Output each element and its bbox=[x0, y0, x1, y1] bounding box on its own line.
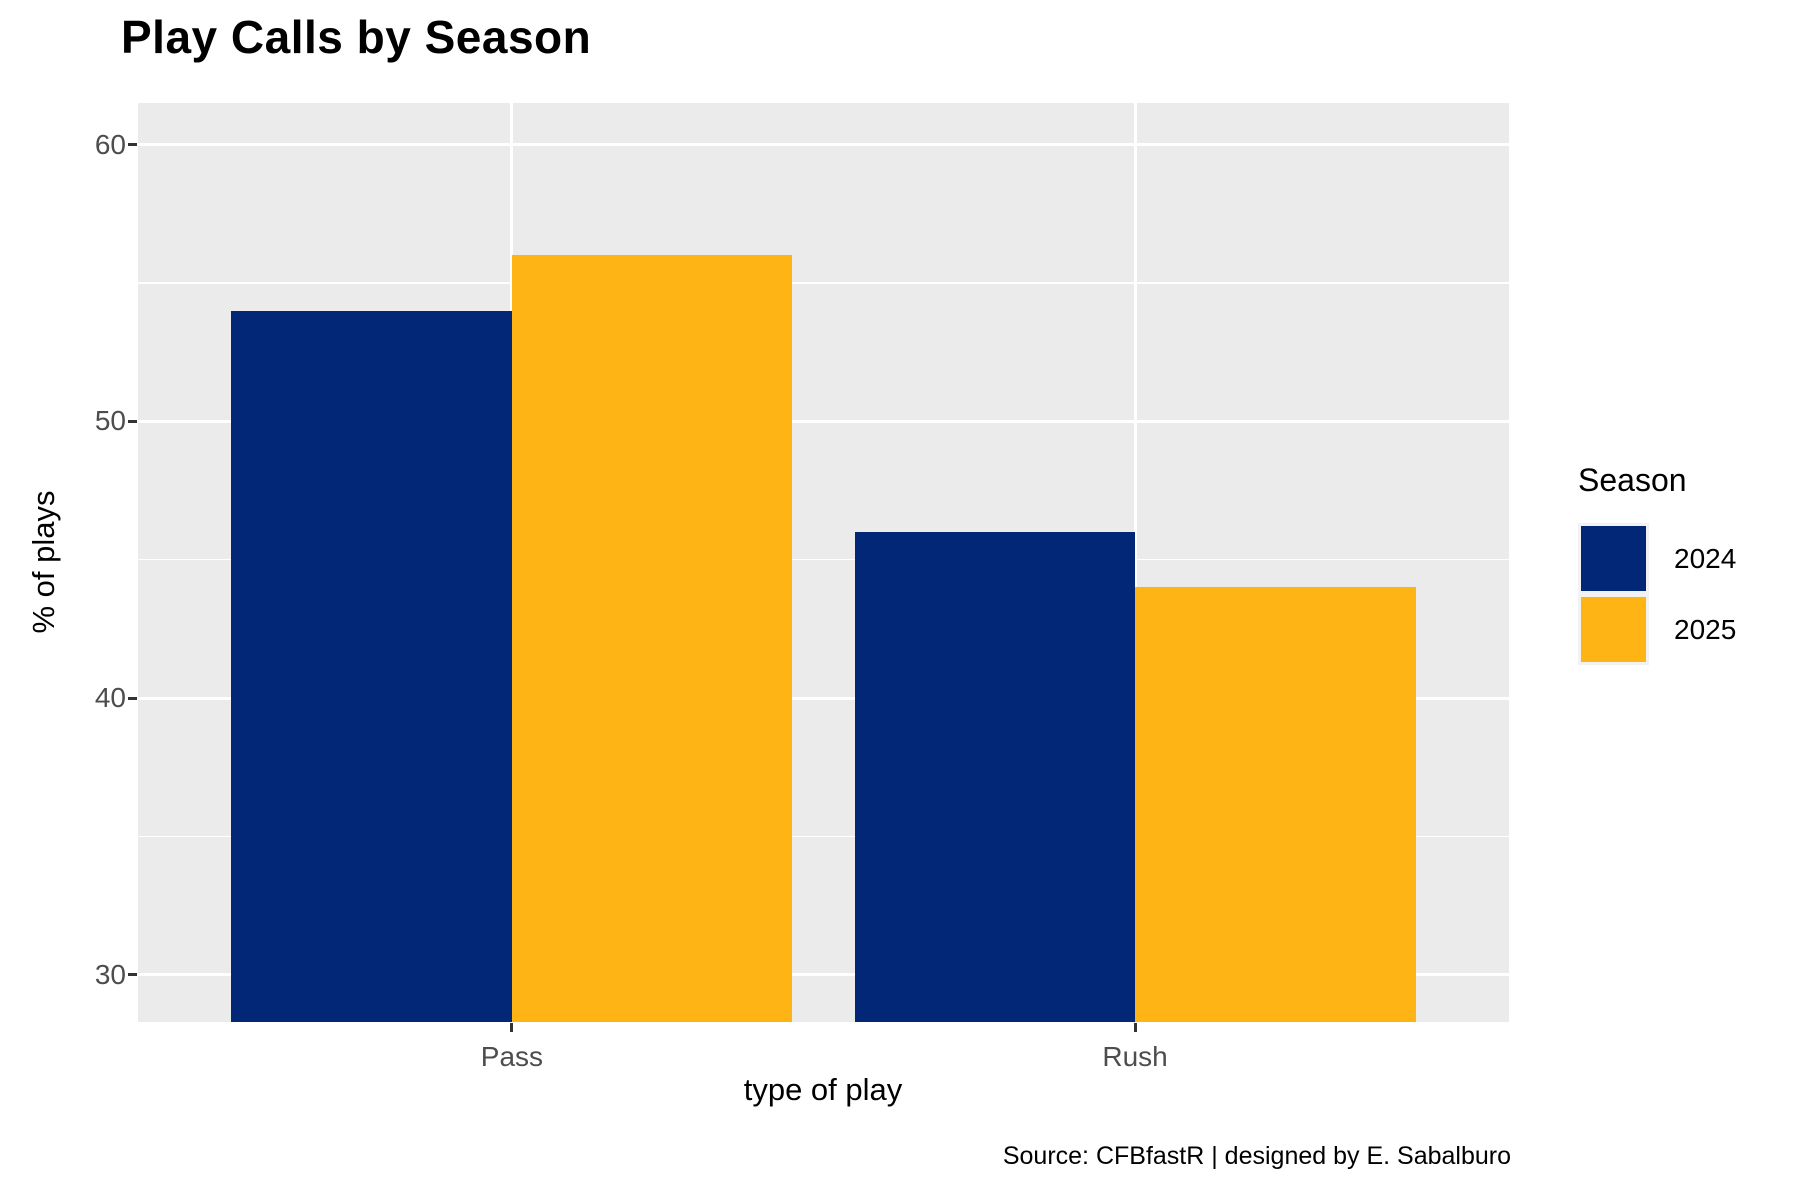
x-tick-label-rush: Rush bbox=[1102, 1041, 1168, 1072]
gridline-major-50 bbox=[138, 419, 1509, 423]
y-tick-mark-60 bbox=[128, 143, 137, 147]
gridline-major-60 bbox=[138, 143, 1509, 147]
gridline-major-30 bbox=[138, 973, 1509, 977]
x-tick-mark-rush bbox=[1133, 1023, 1137, 1032]
legend: Season 2024 2025 bbox=[1578, 462, 1736, 665]
y-tick-label-30: 30 bbox=[94, 958, 126, 990]
legend-title: Season bbox=[1578, 462, 1687, 498]
bar-pass-2025 bbox=[511, 255, 793, 1022]
y-axis-title: % of plays bbox=[26, 490, 61, 634]
gridline-major-40 bbox=[138, 696, 1509, 700]
plot-panel bbox=[138, 103, 1509, 1022]
gridline-major-rush bbox=[1133, 103, 1137, 1022]
legend-key-2025-swatch bbox=[1578, 594, 1649, 665]
legend-item-2024: 2024 bbox=[1578, 523, 1736, 594]
gridline-minor-35 bbox=[138, 835, 1509, 838]
legend-key-2024-swatch bbox=[1578, 523, 1649, 594]
y-tick-label-50: 50 bbox=[94, 405, 126, 437]
legend-label-2024: 2024 bbox=[1674, 542, 1737, 574]
legend-item-2025: 2025 bbox=[1578, 594, 1736, 665]
bar-pass-2024 bbox=[231, 310, 512, 1022]
y-tick-label-40: 40 bbox=[94, 682, 126, 714]
y-tick-mark-30 bbox=[128, 973, 137, 977]
x-tick-mark-pass bbox=[510, 1023, 514, 1032]
source-caption: Source: CFBfastR | designed by E. Sabalb… bbox=[1002, 1142, 1511, 1170]
legend-label-2025: 2025 bbox=[1674, 613, 1737, 645]
bar-rush-2025 bbox=[1135, 587, 1416, 1022]
chart-title: Play Calls by Season bbox=[121, 11, 592, 63]
y-tick-mark-40 bbox=[128, 696, 137, 700]
x-tick-label-pass: Pass bbox=[480, 1041, 544, 1072]
x-axis-title: type of play bbox=[743, 1072, 903, 1107]
y-tick-label-60: 60 bbox=[94, 128, 126, 160]
y-tick-mark-50 bbox=[128, 419, 137, 423]
gridline-minor-45 bbox=[138, 558, 1509, 561]
gridline-minor-55 bbox=[138, 282, 1509, 284]
bar-rush-2024 bbox=[854, 532, 1136, 1022]
